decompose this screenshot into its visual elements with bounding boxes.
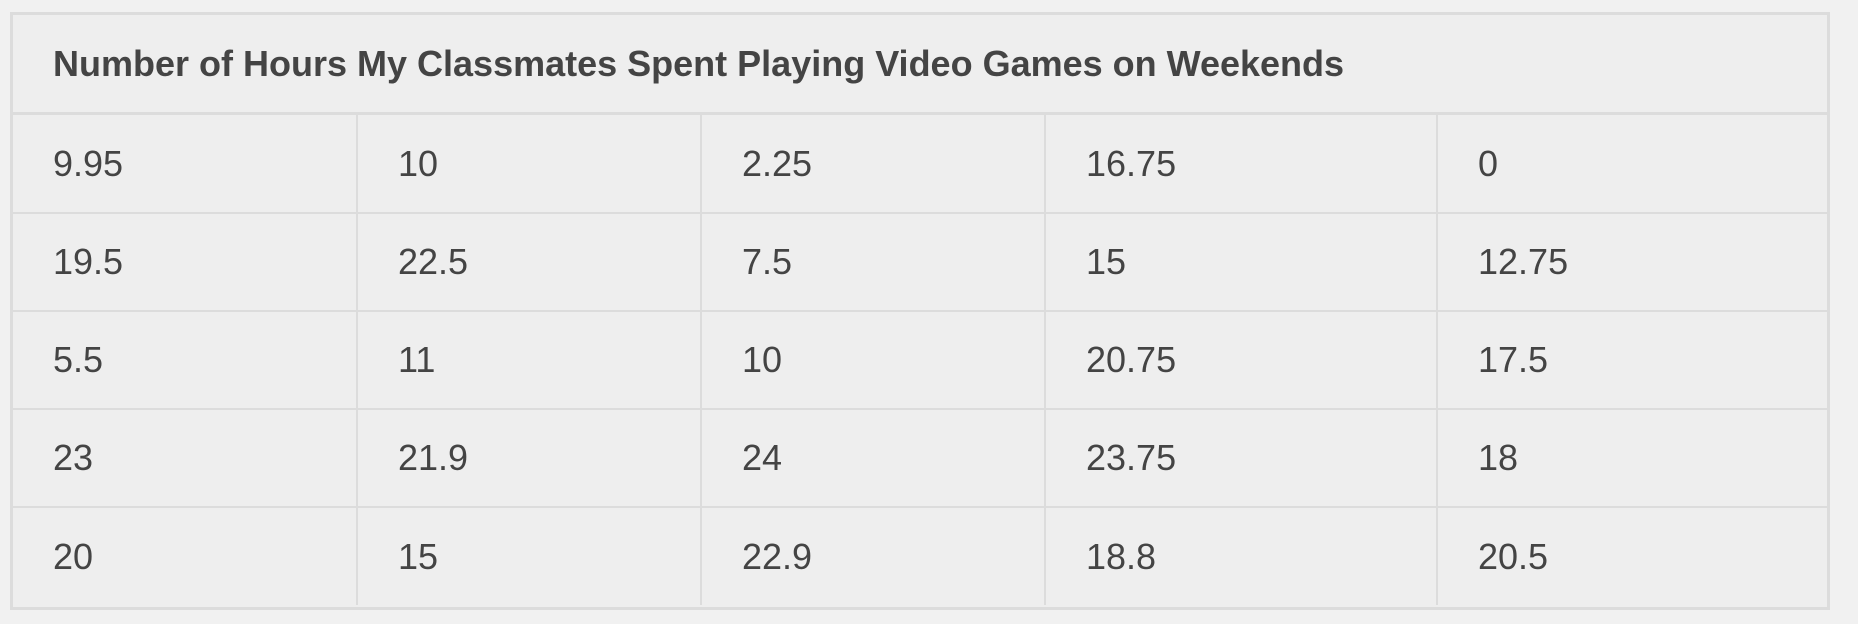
table-cell: 10 [701,311,1046,410]
table-cell: 2.25 [701,115,1046,214]
table-cell: 18.8 [1045,507,1438,605]
table-cell: 17.5 [1437,311,1827,410]
table-cell: 20.75 [1045,311,1438,410]
table-cell: 24 [701,409,1046,508]
table-body: 9.95 10 2.25 16.75 0 19.5 22.5 7.5 15 12.75 5.5 11 1… [13,115,1827,605]
table-title: Number of Hours My Classmates Spent Play… [13,15,1827,115]
data-table: Number of Hours My Classmates Spent Play… [10,12,1830,610]
table-cell: 16.75 [1045,115,1438,214]
table-cell: 10 [357,115,702,214]
table-cell: 15 [357,507,702,605]
table-cell: 20.5 [1478,535,1549,577]
table-cell: 15 [1045,213,1438,312]
table-cell: 12.75 [1437,213,1827,312]
table-cell: 9.95 [13,115,358,214]
table-row: 5.5 11 10 20.75 17.5 [13,311,1827,410]
table-cell: 7.5 [701,213,1046,312]
table-row: 9.95 10 2.25 16.75 0 [13,115,1827,214]
table-cell: 21.9 [357,409,702,508]
table-cell: 22.9 [701,507,1046,605]
table-cell: 23 [13,409,358,508]
table-cell: 22.5 [357,213,702,312]
table-cell: 20 [13,507,358,605]
table-cell: 5.5 [13,311,358,410]
table-cell: 23.75 [1045,409,1438,508]
table-cell: 0 [1437,115,1827,214]
table-row: 23 21.9 24 23.75 18 [13,409,1827,508]
table-cell: 18 [1437,409,1827,508]
table-cell: 11 [357,311,702,410]
table-cell: 19.5 [13,213,358,312]
table-row: 20 15 22.9 18.8 20.5 [13,507,1827,605]
table-row: 19.5 22.5 7.5 15 12.75 [13,213,1827,312]
